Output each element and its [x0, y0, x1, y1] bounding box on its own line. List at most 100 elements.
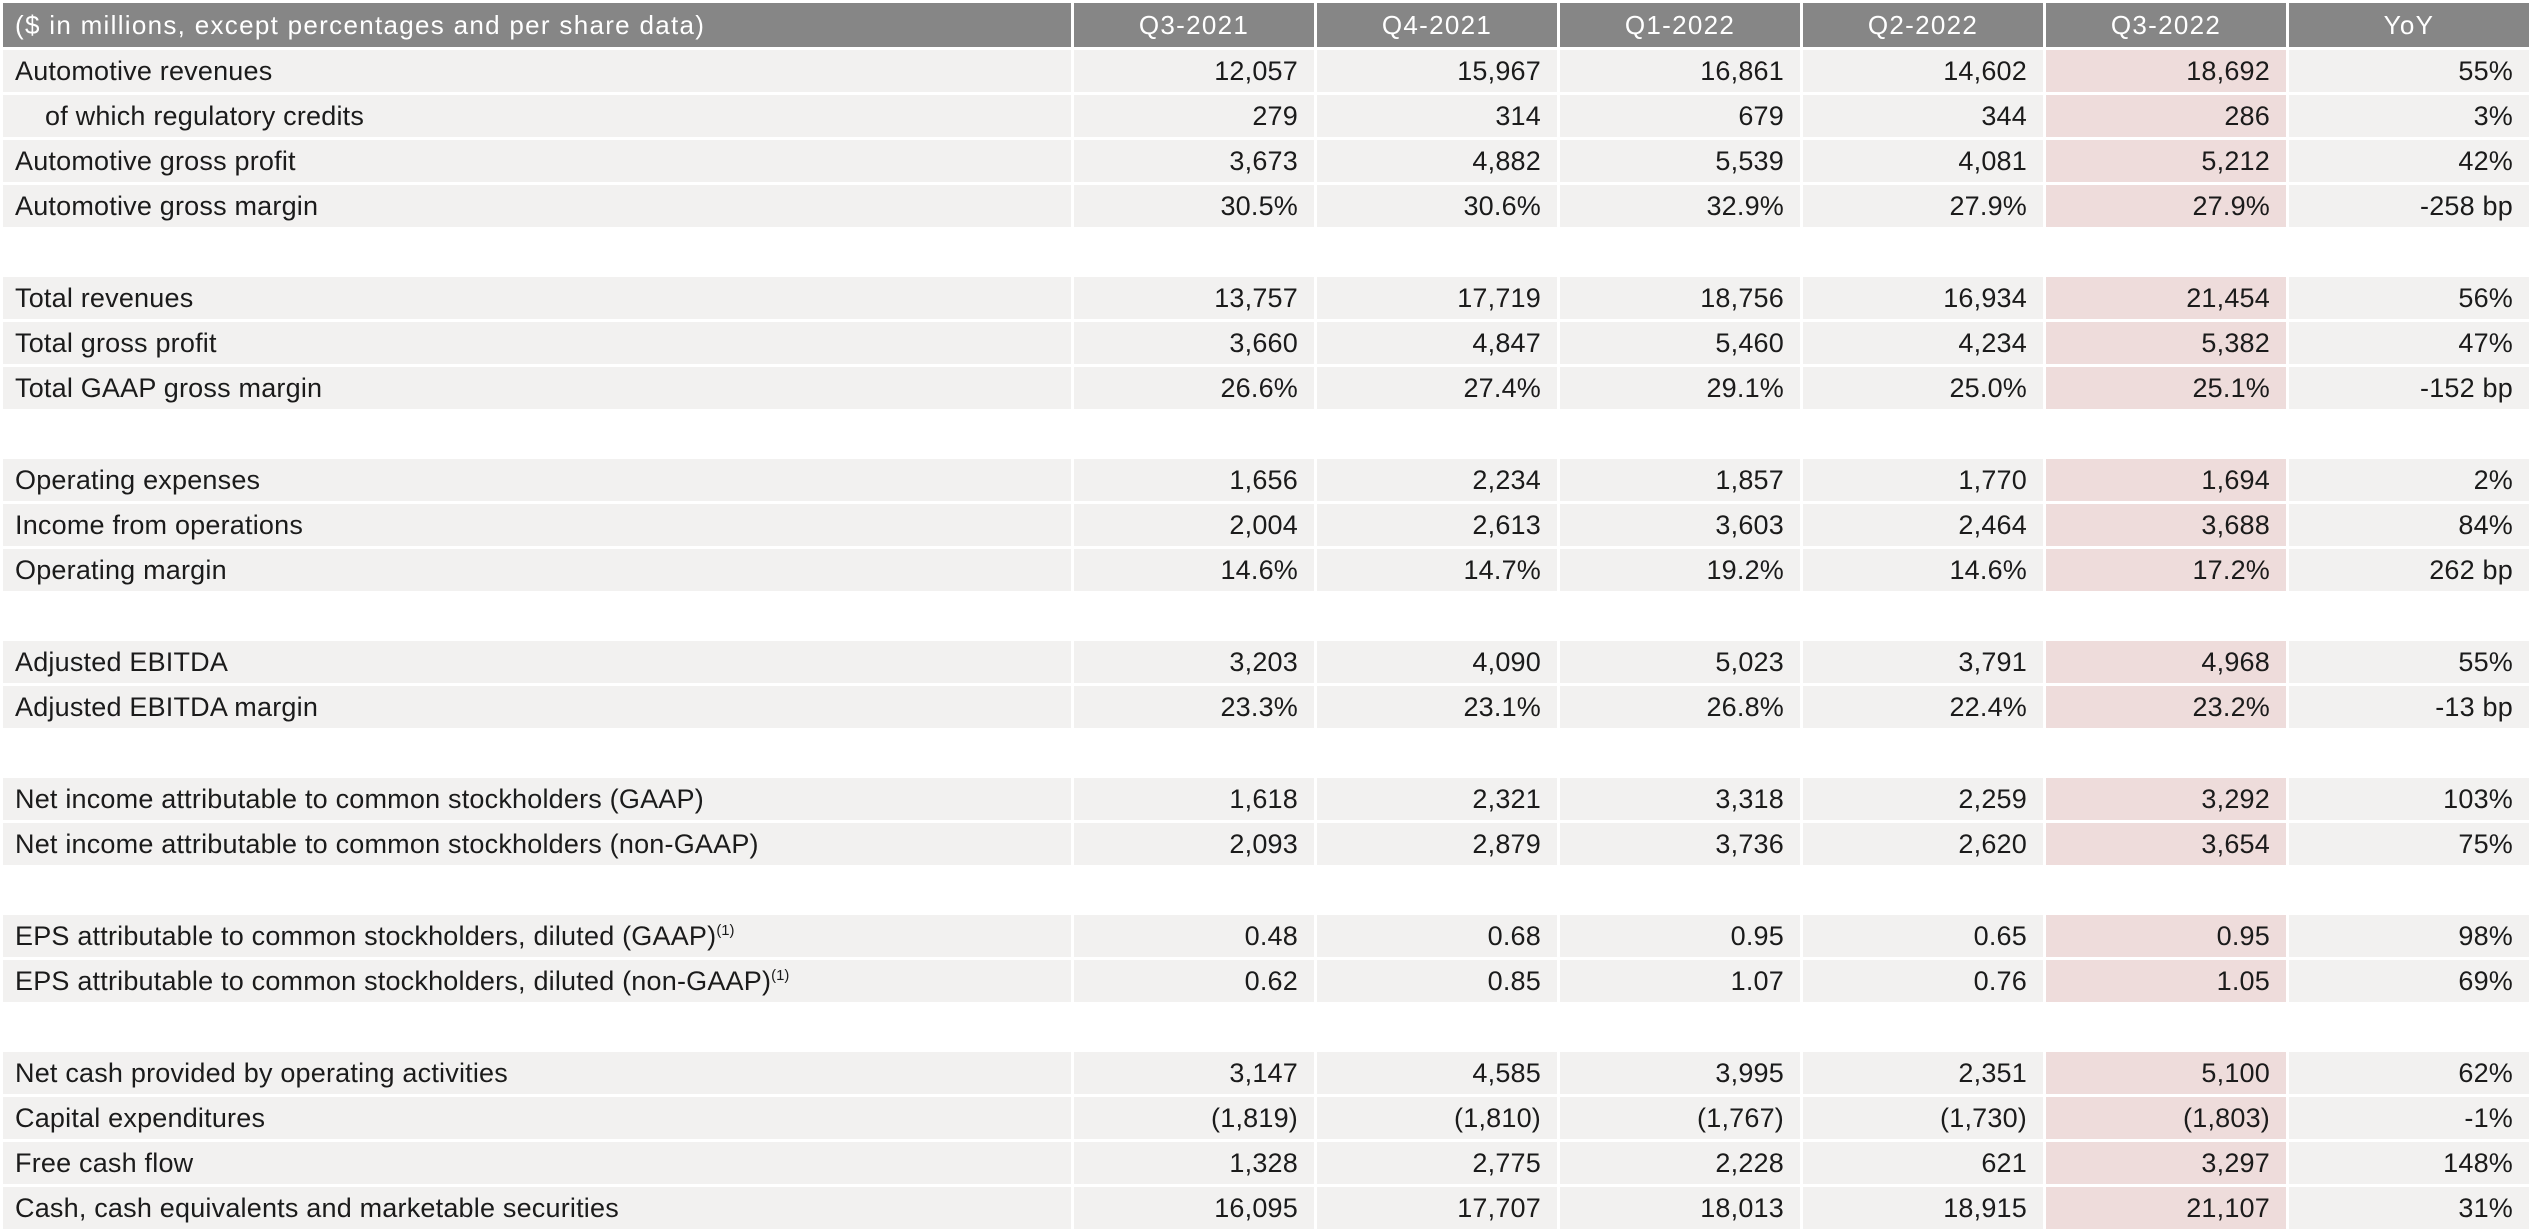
cell-value: 4,234 [1803, 322, 2043, 364]
cell-value: 32.9% [1560, 185, 1800, 227]
cell-value: 1.07 [1560, 960, 1800, 1002]
cell-value-highlighted: 3,297 [2046, 1142, 2286, 1184]
cell-value: 23.3% [1074, 686, 1314, 728]
cell-value-highlighted: 5,100 [2046, 1052, 2286, 1094]
group-spacer-cell [3, 1005, 2529, 1049]
cell-value: 1,770 [1803, 459, 2043, 501]
table-row: EPS attributable to common stockholders,… [3, 915, 2529, 957]
cell-value: 2,879 [1317, 823, 1557, 865]
cell-value: 0.48 [1074, 915, 1314, 957]
row-label: Automotive revenues [3, 50, 1071, 92]
cell-value-highlighted: 21,107 [2046, 1187, 2286, 1229]
row-label: Operating margin [3, 549, 1071, 591]
row-label: EPS attributable to common stockholders,… [3, 915, 1071, 957]
cell-value: 5,460 [1560, 322, 1800, 364]
group-spacer-cell [3, 731, 2529, 775]
cell-value: 14.6% [1803, 549, 2043, 591]
row-label: Total GAAP gross margin [3, 367, 1071, 409]
cell-value: 148% [2289, 1142, 2529, 1184]
cell-value: 30.6% [1317, 185, 1557, 227]
footnote-marker: (1) [771, 967, 790, 984]
table-row: Automotive gross margin 30.5% 30.6% 32.9% 27… [3, 185, 2529, 227]
cell-value: 14,602 [1803, 50, 2043, 92]
group-spacer-row [3, 412, 2529, 456]
group-spacer-row [3, 230, 2529, 274]
cell-value: -13 bp [2289, 686, 2529, 728]
cell-value: 5,539 [1560, 140, 1800, 182]
cell-value: 4,090 [1317, 641, 1557, 683]
group-spacer-cell [3, 412, 2529, 456]
cell-value: 679 [1560, 95, 1800, 137]
cell-value: 16,934 [1803, 277, 2043, 319]
table-row: Cash, cash equivalents and marketable se… [3, 1187, 2529, 1229]
table-unit-note: ($ in millions, except percentages and p… [3, 3, 1071, 47]
table-row: Net income attributable to common stockh… [3, 778, 2529, 820]
cell-value: 56% [2289, 277, 2529, 319]
cell-value: 12,057 [1074, 50, 1314, 92]
cell-value: 621 [1803, 1142, 2043, 1184]
cell-value: 4,847 [1317, 322, 1557, 364]
header-row: ($ in millions, except percentages and p… [3, 3, 2529, 47]
cell-value: 14.7% [1317, 549, 1557, 591]
cell-value: 69% [2289, 960, 2529, 1002]
cell-value-highlighted: (1,803) [2046, 1097, 2286, 1139]
cell-value-highlighted: 21,454 [2046, 277, 2286, 319]
row-label: Total revenues [3, 277, 1071, 319]
cell-value: 1,656 [1074, 459, 1314, 501]
table-row: Total revenues 13,757 17,719 18,756 16,934 21… [3, 277, 2529, 319]
group-spacer-row [3, 1005, 2529, 1049]
cell-value-highlighted: 5,212 [2046, 140, 2286, 182]
cell-value-highlighted: 17.2% [2046, 549, 2286, 591]
cell-value: 0.76 [1803, 960, 2043, 1002]
cell-value: 2,234 [1317, 459, 1557, 501]
table-row: Capital expenditures (1,819) (1,810) (1,767… [3, 1097, 2529, 1139]
cell-value-highlighted: 25.1% [2046, 367, 2286, 409]
row-label: Net income attributable to common stockh… [3, 823, 1071, 865]
column-header-q3-2021: Q3-2021 [1074, 3, 1314, 47]
cell-value: 0.68 [1317, 915, 1557, 957]
cell-value: 55% [2289, 641, 2529, 683]
cell-value: -258 bp [2289, 185, 2529, 227]
table-row: Total gross profit 3,660 4,847 5,460 4,234 5,… [3, 322, 2529, 364]
cell-value: 13,757 [1074, 277, 1314, 319]
cell-value: 0.62 [1074, 960, 1314, 1002]
cell-value: 2,259 [1803, 778, 2043, 820]
table-row: EPS attributable to common stockholders,… [3, 960, 2529, 1002]
row-label: Automotive gross profit [3, 140, 1071, 182]
row-label: Free cash flow [3, 1142, 1071, 1184]
cell-value: (1,819) [1074, 1097, 1314, 1139]
cell-value: 314 [1317, 95, 1557, 137]
cell-value: -1% [2289, 1097, 2529, 1139]
table-row: Automotive gross profit 3,673 4,882 5,539 4,… [3, 140, 2529, 182]
group-spacer-cell [3, 230, 2529, 274]
group-spacer-row [3, 594, 2529, 638]
cell-value: 3,203 [1074, 641, 1314, 683]
cell-value: 279 [1074, 95, 1314, 137]
cell-value: 2,004 [1074, 504, 1314, 546]
cell-value: (1,810) [1317, 1097, 1557, 1139]
cell-value: 17,719 [1317, 277, 1557, 319]
column-header-yoy: YoY [2289, 3, 2529, 47]
cell-value: 2,775 [1317, 1142, 1557, 1184]
cell-value: 27.9% [1803, 185, 2043, 227]
footnote-marker: (1) [716, 922, 735, 939]
cell-value: 31% [2289, 1187, 2529, 1229]
cell-value-highlighted: 5,382 [2046, 322, 2286, 364]
cell-value: 3,995 [1560, 1052, 1800, 1094]
table-row: Free cash flow 1,328 2,775 2,228 621 3,297 148… [3, 1142, 2529, 1184]
cell-value-highlighted: 3,654 [2046, 823, 2286, 865]
table-row: Adjusted EBITDA margin 23.3% 23.1% 26.8% 22.… [3, 686, 2529, 728]
cell-value: 3,660 [1074, 322, 1314, 364]
table-row: of which regulatory credits 279 314 679 344 2… [3, 95, 2529, 137]
column-header-q4-2021: Q4-2021 [1317, 3, 1557, 47]
cell-value: 47% [2289, 322, 2529, 364]
cell-value: (1,767) [1560, 1097, 1800, 1139]
cell-value: 3,673 [1074, 140, 1314, 182]
cell-value: 18,013 [1560, 1187, 1800, 1229]
cell-value: 25.0% [1803, 367, 2043, 409]
cell-value: 1,857 [1560, 459, 1800, 501]
group-spacer-row [3, 868, 2529, 912]
row-label: of which regulatory credits [3, 95, 1071, 137]
